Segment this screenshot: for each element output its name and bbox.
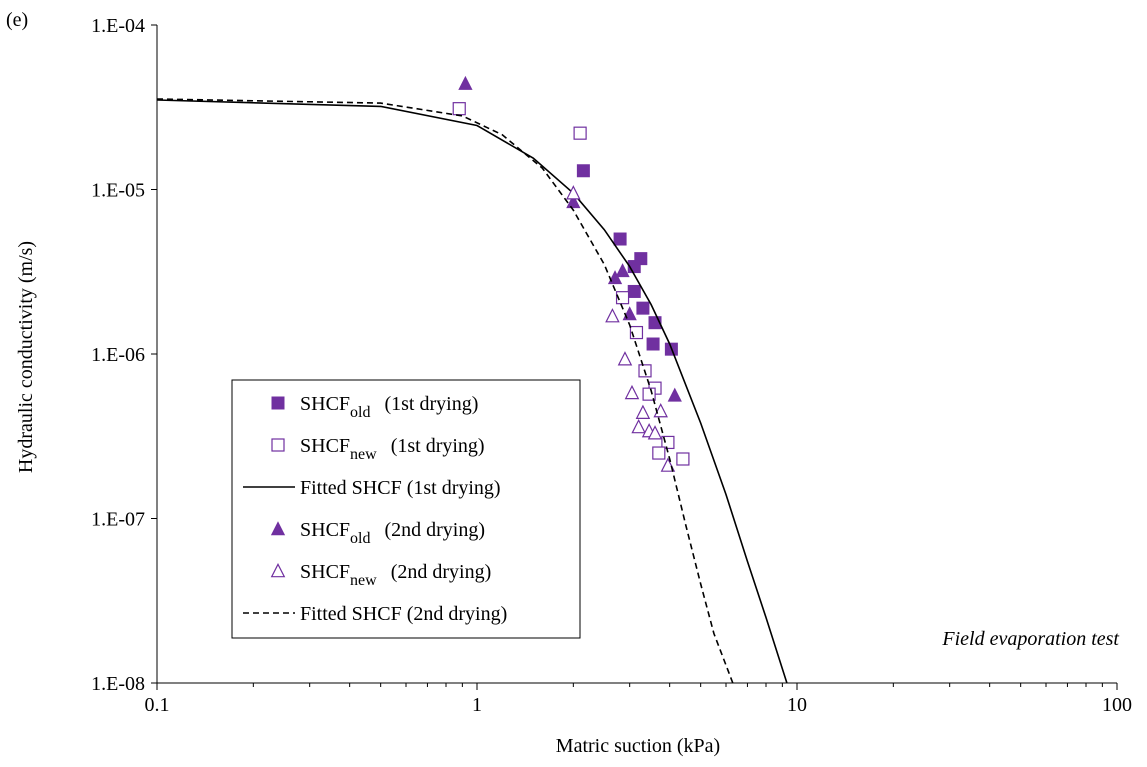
data-point xyxy=(631,418,646,434)
legend-marker xyxy=(270,562,286,578)
data-point xyxy=(573,126,587,140)
legend-item: Fitted SHCF (2nd drying) xyxy=(243,603,507,625)
legend-marker xyxy=(271,396,285,410)
x-tick-label: 1 xyxy=(472,694,482,716)
legend-item: SHCFnew (2nd drying) xyxy=(270,561,491,589)
data-point xyxy=(605,308,620,323)
y-tick-label: 1.E-04 xyxy=(91,15,145,37)
data-point xyxy=(627,284,641,298)
data-point xyxy=(624,384,640,400)
fitted-curve xyxy=(157,99,788,683)
x-tick-label: 0.1 xyxy=(145,694,170,716)
axes: 0.1 1 10 100 1.E-08 1.E-07 1.E-06 1.E-05 1.E-04 xyxy=(91,15,1132,716)
data-point xyxy=(615,291,630,305)
data-point xyxy=(635,404,651,419)
legend-item: SHCFnew (1st drying) xyxy=(271,435,485,463)
legend-label: SHCFold (2nd drying) xyxy=(300,519,485,547)
legend-marker xyxy=(271,438,285,452)
data-point xyxy=(576,164,590,178)
legend-label: SHCFnew (2nd drying) xyxy=(300,561,491,589)
legend-label: SHCFnew (1st drying) xyxy=(300,435,485,463)
data-point xyxy=(634,252,648,266)
legend-label: SHCFold (1st drying) xyxy=(300,393,478,421)
annotation-field-evaporation: Field evaporation test xyxy=(941,628,1119,650)
data-point xyxy=(646,337,660,351)
y-tick-label: 1.E-07 xyxy=(91,509,145,531)
legend: SHCFold (1st drying) SHCFnew (1st drying) Fi… xyxy=(231,379,581,639)
series-6 xyxy=(157,98,734,683)
data-point xyxy=(647,425,663,440)
x-tick-label: 100 xyxy=(1102,694,1132,716)
data-point xyxy=(452,102,466,116)
series-layer xyxy=(157,75,788,683)
panel-label: (e) xyxy=(6,9,28,31)
series-1 xyxy=(576,164,678,356)
data-point xyxy=(636,301,650,315)
x-tick-label: 10 xyxy=(787,694,807,716)
series-5 xyxy=(566,185,676,472)
y-axis-label: Hydraulic conductivity (m/s) xyxy=(15,241,37,473)
legend-item: SHCFold (1st drying) xyxy=(271,393,478,421)
fitted-curve xyxy=(157,98,734,683)
data-point xyxy=(667,387,682,402)
legend-marker xyxy=(270,521,286,536)
data-point xyxy=(566,185,581,200)
data-point xyxy=(617,351,633,366)
legend-box xyxy=(231,379,581,639)
y-tick-label: 1.E-06 xyxy=(91,344,145,366)
data-point xyxy=(615,263,630,278)
legend-item: SHCFold (2nd drying) xyxy=(270,519,485,547)
x-axis-label: Matric suction (kPa) xyxy=(556,735,720,757)
y-tick-label: 1.E-05 xyxy=(91,180,145,202)
series-3 xyxy=(157,99,788,683)
legend-label: Fitted SHCF (2nd drying) xyxy=(300,603,507,625)
data-point xyxy=(613,232,627,246)
data-point xyxy=(458,75,473,90)
data-point xyxy=(566,194,581,209)
legend-item: Fitted SHCF (1st drying) xyxy=(243,477,501,499)
data-point xyxy=(676,452,690,466)
data-point xyxy=(652,446,666,460)
series-4 xyxy=(458,75,682,402)
y-tick-label: 1.E-08 xyxy=(91,673,145,695)
legend-label: Fitted SHCF (1st drying) xyxy=(300,477,501,499)
data-point xyxy=(660,457,676,472)
